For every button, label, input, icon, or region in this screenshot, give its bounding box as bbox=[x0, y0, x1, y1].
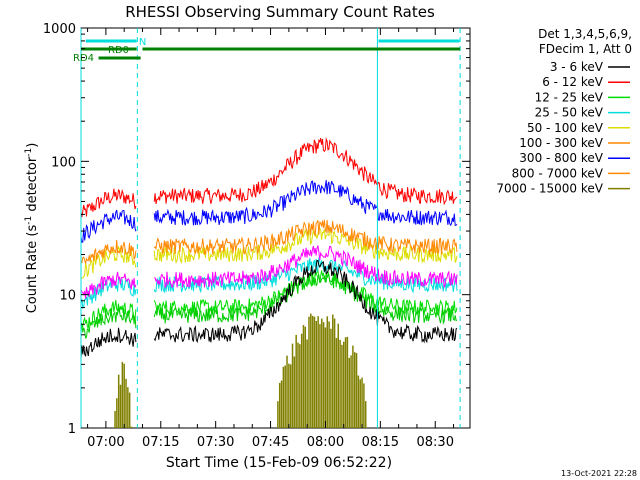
legend-label: 12 - 25 keV bbox=[535, 90, 604, 104]
legend-label: 50 - 100 keV bbox=[527, 121, 604, 135]
series-line-5 bbox=[81, 227, 458, 279]
legend-label: 6 - 12 keV bbox=[542, 75, 604, 89]
y-tick-label: 100 bbox=[51, 155, 76, 170]
x-tick-label: 07:30 bbox=[197, 435, 234, 450]
y-axis-label: Count Rate (s-1 detector-1) bbox=[24, 143, 40, 314]
series-line-6 bbox=[80, 219, 458, 264]
legend-label: 7000 - 15000 keV bbox=[496, 182, 603, 196]
series-layer bbox=[80, 137, 458, 428]
timestamp: 13-Oct-2021 22:28 bbox=[561, 469, 637, 478]
legend-header: FDecim 1, Att 0 bbox=[539, 42, 632, 56]
x-tick-label: 07:45 bbox=[252, 435, 289, 450]
y-label-part1: Count Rate (s bbox=[25, 225, 40, 314]
axis-layer: 07:00 07:15 07:30 07:45 08:00 08:15 08:30 1 10 10… bbox=[43, 22, 470, 450]
x-axis-label: Start Time (15-Feb-09 06:52:22) bbox=[166, 455, 392, 471]
legend-label: 800 - 7000 keV bbox=[512, 166, 604, 180]
chart-title: RHESSI Observing Summary Count Rates bbox=[125, 3, 435, 21]
y-tick-label: 10 bbox=[59, 289, 76, 304]
series-line-7 bbox=[80, 270, 458, 339]
flag-layer: N RD0 RD4 bbox=[73, 28, 461, 428]
night-flag-label: N bbox=[139, 37, 146, 48]
series-line-8 bbox=[80, 245, 458, 299]
legend-label: 3 - 6 keV bbox=[550, 60, 604, 74]
rd4-flag-label: RD4 bbox=[73, 53, 94, 64]
y-label-part3: ) bbox=[25, 143, 40, 148]
legend-header: Det 1,3,4,5,6,9, bbox=[538, 27, 632, 41]
y-tick-label: 1000 bbox=[43, 22, 76, 37]
x-tick-label: 07:00 bbox=[87, 435, 124, 450]
legend-label: 25 - 50 keV bbox=[535, 106, 604, 120]
legend-label: 300 - 800 keV bbox=[519, 151, 603, 165]
y-tick-label: 1 bbox=[68, 422, 76, 437]
plot-frame bbox=[80, 27, 471, 429]
legend-label: 100 - 300 keV bbox=[519, 136, 603, 150]
x-tick-label: 08:00 bbox=[307, 435, 344, 450]
y-label-sup2: -1 bbox=[24, 148, 34, 157]
y-label-sup1: -1 bbox=[24, 216, 34, 225]
y-label-part2: detector bbox=[25, 156, 40, 216]
x-tick-label: 07:15 bbox=[142, 435, 179, 450]
series-line-2 bbox=[80, 180, 458, 243]
series-line-1 bbox=[80, 137, 458, 218]
x-tick-label: 08:30 bbox=[417, 435, 454, 450]
series-line-9 bbox=[80, 260, 458, 359]
rd0-flag-label: RD0 bbox=[108, 45, 129, 56]
legend: Det 1,3,4,5,6,9,FDecim 1, Att 0 3 - 6 keV… bbox=[496, 27, 632, 196]
x-tick-label: 08:15 bbox=[362, 435, 399, 450]
